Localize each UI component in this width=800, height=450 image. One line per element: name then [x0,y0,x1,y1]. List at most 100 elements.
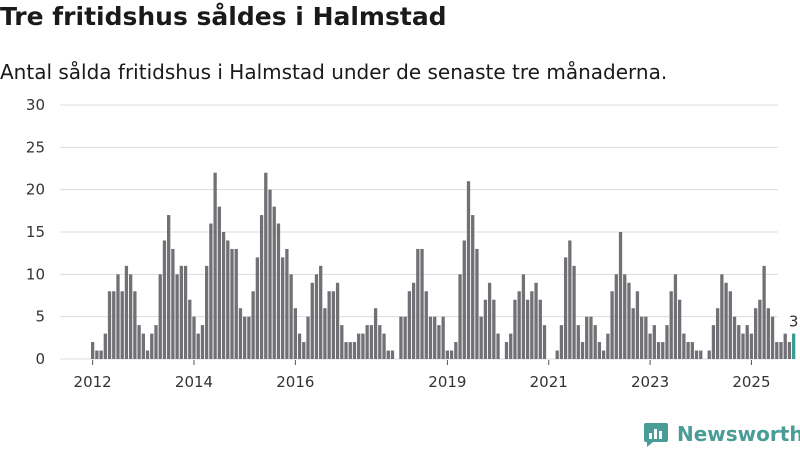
bar [403,316,407,359]
bar [437,325,441,359]
bar [297,333,302,359]
y-tick-label: 5 [35,308,45,326]
bar [340,325,344,359]
bar [614,274,618,359]
bar [323,308,327,359]
bar [762,265,766,359]
bar [783,333,787,359]
bar [357,333,361,359]
bar [563,257,568,359]
bar [787,342,792,359]
bar [597,342,602,359]
bar [711,325,716,359]
bar [179,265,183,359]
y-tick-label: 10 [26,265,45,283]
bar [424,291,428,359]
bar [538,299,542,359]
bar [707,350,711,359]
bar [525,299,530,359]
bar [492,299,496,359]
bar [247,316,251,359]
bar [327,291,331,359]
bar [221,232,226,359]
x-tick-label: 2012 [74,373,112,390]
bar [183,265,188,359]
bar [116,274,120,359]
bar [129,274,133,359]
bar [91,342,95,359]
bar [213,172,217,359]
bar [686,342,690,359]
bar [238,308,243,359]
bar [580,342,585,359]
bar [504,342,509,359]
brand-name: Newsworthy [677,422,800,446]
bar [606,333,610,359]
bar [162,240,167,359]
bar [466,181,471,359]
newsworthy-logo: Newsworthy [643,419,800,449]
bar [766,308,770,359]
bar [264,172,268,359]
x-tick-label: 2025 [732,373,770,390]
bar [234,248,238,359]
bar [137,325,141,359]
bar [352,342,357,359]
bar [530,291,534,359]
bar [276,223,281,359]
x-tick-label: 2014 [175,373,213,390]
bar [331,291,336,359]
bar [420,248,424,359]
bar [775,342,779,359]
bar [754,308,758,359]
bar [669,291,673,359]
bar [496,333,500,359]
bar [268,189,272,359]
bar [289,274,293,359]
bar [226,240,230,359]
bar [745,325,749,359]
chart-subtitle: Antal sålda fritidshus i Halmstad under … [0,60,668,84]
bar [458,274,462,359]
bar [559,325,564,359]
bar [724,282,728,359]
newsworthy-logo-icon [644,423,668,447]
bar [272,206,276,359]
bar [251,291,255,359]
bar [217,206,221,359]
bar [293,308,297,359]
bar [749,333,754,359]
bar [378,325,382,359]
bar [542,325,547,359]
bar [694,350,699,359]
bar [779,342,783,359]
bar [255,257,259,359]
bar [758,299,762,359]
bar [449,350,454,359]
bar [471,215,475,359]
bar [568,240,572,359]
x-tick-label: 2016 [276,373,314,390]
bar [732,316,737,359]
bar [699,350,703,359]
y-tick-label: 0 [35,350,45,368]
bar [509,333,513,359]
bar [373,308,378,359]
bar [348,342,352,359]
bar [652,325,656,359]
bar [103,333,107,359]
bar [737,325,741,359]
bar [285,248,289,359]
y-tick-label: 20 [26,181,45,199]
data-labels: 3 [789,313,799,331]
bar [720,274,724,359]
bar [167,215,171,359]
bar [124,265,129,359]
y-tick-label: 25 [26,138,45,156]
bar [192,316,196,359]
bar [281,257,285,359]
bar [682,333,686,359]
bar [576,325,580,359]
bar [171,248,175,359]
